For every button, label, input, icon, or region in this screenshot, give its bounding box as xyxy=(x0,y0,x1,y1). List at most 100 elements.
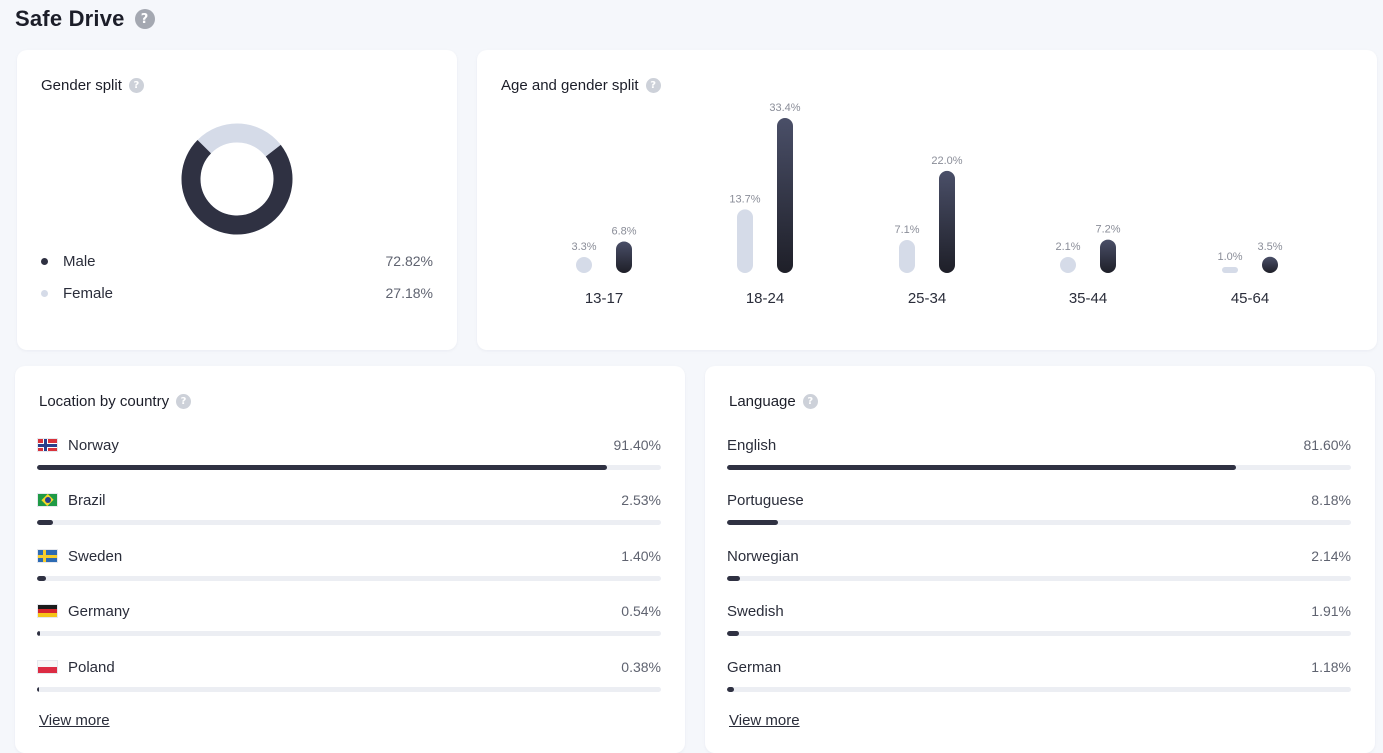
progress-track xyxy=(727,576,1351,581)
bar-value-label: 3.3% xyxy=(571,241,596,253)
bar-18-24-female xyxy=(737,209,753,273)
category-label: 13-17 xyxy=(585,290,623,307)
progress-track xyxy=(37,576,661,581)
country-label: Sweden xyxy=(68,547,123,565)
bar-13-17-female xyxy=(576,257,592,273)
language-value: 1.18% xyxy=(1311,659,1351,675)
country-value: 91.40% xyxy=(613,437,661,453)
country-label: Germany xyxy=(68,602,130,620)
bar-value-label: 22.0% xyxy=(931,155,962,167)
progress-fill xyxy=(37,631,41,636)
language-row-portuguese: Portuguese 8.18% xyxy=(727,490,1351,526)
female-dot-icon xyxy=(41,289,48,297)
progress-track xyxy=(37,520,661,525)
category-label: 25-34 xyxy=(908,290,946,307)
language-row-english: English 81.60% xyxy=(727,435,1351,471)
language-row-norwegian: Norwegian 2.14% xyxy=(727,546,1351,582)
bar-25-34-male xyxy=(939,170,955,273)
bar-45-64-male xyxy=(1262,256,1278,273)
progress-fill xyxy=(727,687,735,692)
help-icon[interactable]: ? xyxy=(176,394,192,409)
language-label: German xyxy=(727,658,782,676)
language-title: Language xyxy=(729,393,796,410)
location-card: Location by country ? Norway 91.40% Braz… xyxy=(15,366,685,753)
category-label: 35-44 xyxy=(1069,290,1107,307)
language-value: 1.91% xyxy=(1311,603,1351,619)
norway-flag-icon xyxy=(37,438,58,452)
progress-fill xyxy=(727,631,739,636)
progress-track xyxy=(37,631,661,636)
progress-track xyxy=(727,520,1351,525)
language-label: English xyxy=(727,436,777,454)
country-row-norway: Norway 91.40% xyxy=(37,435,661,471)
bar-value-label: 13.7% xyxy=(729,193,760,205)
bar-value-label: 1.0% xyxy=(1217,251,1242,263)
card-title: Language ? xyxy=(729,393,818,410)
language-row-german: German 1.18% xyxy=(727,657,1351,693)
language-value: 81.60% xyxy=(1303,437,1351,453)
gender-donut-chart xyxy=(181,123,293,235)
country-label: Poland xyxy=(68,658,115,676)
germany-flag-icon xyxy=(37,604,58,618)
language-value: 8.18% xyxy=(1311,492,1351,508)
gender-split-title: Gender split xyxy=(41,77,122,94)
language-label: Swedish xyxy=(727,602,784,620)
progress-track xyxy=(37,687,661,692)
progress-track xyxy=(727,631,1351,636)
poland-flag-icon xyxy=(37,660,58,674)
language-value: 2.14% xyxy=(1311,548,1351,564)
donut-segment-male xyxy=(181,123,293,235)
card-title: Age and gender split ? xyxy=(501,77,661,94)
bar-35-44-male xyxy=(1100,239,1116,273)
bar-25-34-female xyxy=(899,240,915,273)
legend-label: Male xyxy=(63,252,96,270)
age-gender-bar-chart: 3.3% 6.8% 13-17 13.7% 33.4% 18-24 7.1% 22.0% 25-… xyxy=(571,102,1282,307)
card-title: Location by country ? xyxy=(39,393,192,410)
male-dot-icon xyxy=(41,257,48,265)
bar-value-label: 33.4% xyxy=(769,102,800,114)
legend-item-male: Male 72.82% xyxy=(41,251,433,271)
language-label: Portuguese xyxy=(727,491,804,509)
country-value: 2.53% xyxy=(621,492,661,508)
country-value: 0.38% xyxy=(621,659,661,675)
bar-value-label: 6.8% xyxy=(611,225,636,237)
bar-value-label: 2.1% xyxy=(1055,241,1080,253)
language-row-swedish: Swedish 1.91% xyxy=(727,601,1351,637)
help-icon[interactable]: ? xyxy=(802,394,818,409)
brazil-flag-icon xyxy=(37,493,58,507)
progress-track xyxy=(727,465,1351,470)
progress-fill xyxy=(727,576,741,581)
gender-split-card: Gender split ? Male 72.82% Female 27.18% xyxy=(17,50,457,350)
page-title: Safe Drive ? xyxy=(15,6,155,32)
progress-track xyxy=(727,687,1351,692)
country-row-germany: Germany 0.54% xyxy=(37,601,661,637)
progress-fill xyxy=(37,576,46,581)
help-icon[interactable]: ? xyxy=(134,9,155,29)
language-view-more-link[interactable]: View more xyxy=(729,712,800,729)
legend-item-female: Female 27.18% xyxy=(41,283,433,303)
bar-value-label: 7.2% xyxy=(1095,224,1120,236)
legend-value: 72.82% xyxy=(385,253,433,269)
card-title: Gender split ? xyxy=(41,77,144,94)
location-view-more-link[interactable]: View more xyxy=(39,712,110,729)
country-label: Norway xyxy=(68,436,119,454)
progress-fill xyxy=(727,520,779,525)
bar-35-44-female xyxy=(1060,257,1076,273)
bar-18-24-male xyxy=(777,118,793,273)
legend-value: 27.18% xyxy=(385,285,433,301)
country-value: 1.40% xyxy=(621,548,661,564)
country-row-poland: Poland 0.38% xyxy=(37,657,661,693)
country-row-brazil: Brazil 2.53% xyxy=(37,490,661,526)
category-label: 45-64 xyxy=(1231,290,1269,307)
bar-value-label: 3.5% xyxy=(1257,241,1282,253)
category-label: 18-24 xyxy=(746,290,784,307)
language-label: Norwegian xyxy=(727,547,799,565)
age-gender-card: Age and gender split ? 3.3% 6.8% 13-17 13.7… xyxy=(477,50,1377,350)
page-title-text: Safe Drive xyxy=(15,6,125,31)
help-icon[interactable]: ? xyxy=(128,78,144,93)
progress-track xyxy=(37,465,661,470)
help-icon[interactable]: ? xyxy=(645,78,661,93)
language-card: Language ? English 81.60% Portuguese 8.1… xyxy=(705,366,1375,753)
legend-label: Female xyxy=(63,284,114,302)
country-row-sweden: Sweden 1.40% xyxy=(37,546,661,582)
